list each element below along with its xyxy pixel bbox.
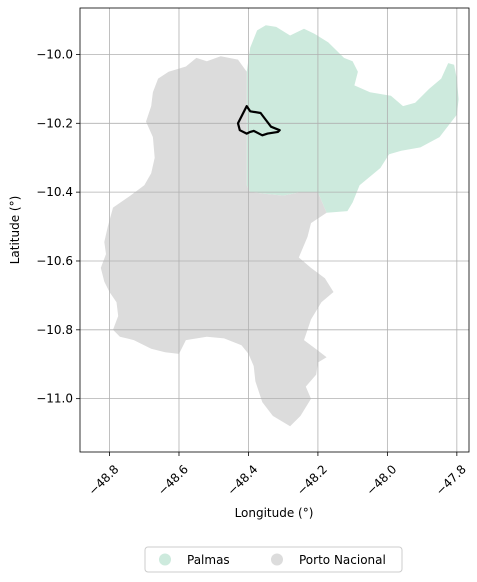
x-axis-title: Longitude (°): [235, 506, 314, 520]
x-tick-label: −48.8: [86, 462, 122, 498]
y-axis-title: Latitude (°): [8, 196, 22, 265]
x-axis-ticks: −48.8 −48.6 −48.4 −48.2 −48.0 −47.8: [86, 452, 469, 498]
y-tick-label: −10.0: [36, 47, 73, 61]
legend: Palmas Porto Nacional: [144, 546, 403, 573]
y-tick-label: −10.4: [36, 185, 73, 199]
gridlines: [80, 8, 469, 452]
y-tick-label: −10.6: [36, 254, 73, 268]
region-porto-nacional: [100, 56, 334, 427]
outline-layer: [236, 104, 281, 137]
legend-label-porto-nacional: Porto Nacional: [299, 553, 386, 567]
x-tick-label: −47.8: [433, 462, 469, 498]
legend-marker-palmas: [159, 553, 171, 566]
y-tick-label: −11.0: [36, 392, 73, 406]
y-tick-label: −10.8: [36, 323, 73, 337]
y-tick-label: −10.2: [36, 116, 73, 130]
boundary-outline: [236, 104, 281, 137]
x-tick-label: −48.2: [294, 462, 330, 498]
legend-label-palmas: Palmas: [187, 553, 230, 567]
map-regions: [100, 25, 459, 427]
y-axis-ticks: −10.0 −10.2 −10.4 −10.6 −10.8 −11.0: [36, 47, 80, 406]
region-palmas: [246, 25, 459, 213]
x-tick-label: −48.0: [364, 462, 400, 498]
legend-marker-porto-nacional: [271, 553, 283, 566]
x-tick-label: −48.6: [155, 462, 191, 498]
plot-area: [79, 7, 470, 453]
x-tick-label: −48.4: [225, 462, 261, 498]
plot-frame: [79, 7, 470, 453]
